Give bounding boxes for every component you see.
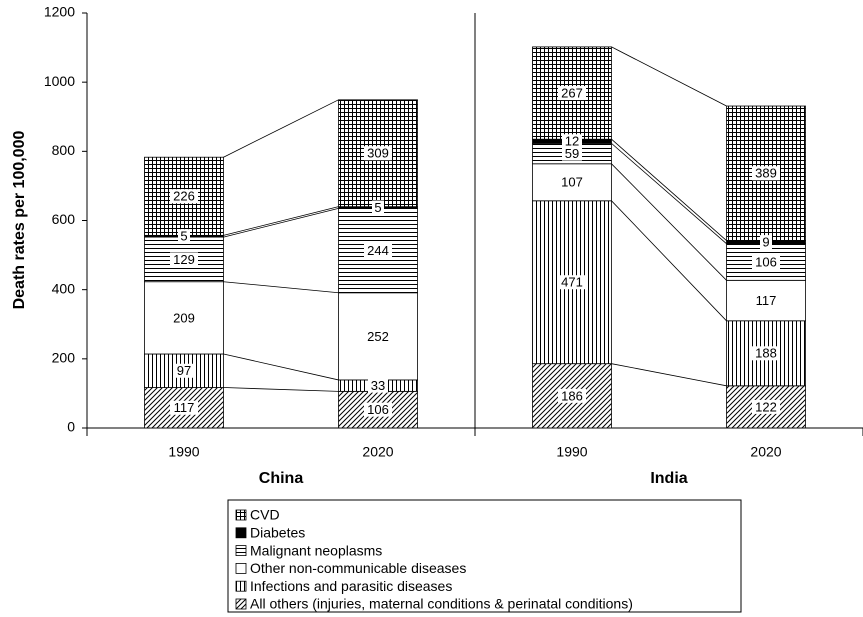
y-tick-label: 600 <box>52 211 76 227</box>
data-label: 226 <box>173 189 195 204</box>
data-label: 97 <box>177 363 191 378</box>
label-bg <box>558 275 586 290</box>
label-bg <box>752 399 780 414</box>
data-label: 9 <box>762 235 769 250</box>
legend-swatch <box>235 545 247 556</box>
legend-swatch <box>235 509 247 521</box>
label-bg <box>364 402 392 417</box>
data-label: 5 <box>374 200 381 215</box>
legend-swatch <box>235 580 247 592</box>
legend-label: CVD <box>250 507 280 523</box>
connector <box>611 138 727 241</box>
connector <box>223 208 339 238</box>
data-label: 106 <box>755 254 777 269</box>
legend-swatch <box>235 563 247 574</box>
connector <box>223 99 339 158</box>
label-bg <box>174 363 194 378</box>
y-tick-label: 0 <box>67 419 75 435</box>
label-bg <box>364 329 392 344</box>
y-tick-label: 800 <box>52 142 76 158</box>
data-label: 244 <box>367 243 389 258</box>
x-tick-label: 1990 <box>556 444 587 460</box>
legend-label: All others (injuries, maternal condition… <box>250 596 633 612</box>
label-bg <box>558 175 586 190</box>
label-bg <box>368 378 388 393</box>
data-label: 117 <box>174 400 195 415</box>
connector <box>611 163 727 281</box>
x-tick-label: 2020 <box>750 444 781 460</box>
label-bg <box>558 86 586 101</box>
label-bg <box>752 166 780 181</box>
label-bg <box>760 235 772 250</box>
label-bg <box>170 189 198 204</box>
y-tick-label: 1000 <box>44 73 75 89</box>
y-tick-label: 400 <box>52 280 76 296</box>
data-label: 122 <box>755 399 777 414</box>
legend-label: Malignant neoplasms <box>250 542 382 558</box>
label-bg <box>562 146 582 161</box>
data-label: 5 <box>180 229 187 244</box>
data-label: 12 <box>565 134 579 149</box>
label-bg <box>752 255 780 269</box>
x-tick-label: 1990 <box>168 444 199 460</box>
data-label: 106 <box>367 402 389 417</box>
data-label: 188 <box>755 346 777 361</box>
connector <box>223 353 339 381</box>
legend-label: Infections and parasitic diseases <box>250 578 452 594</box>
legend-swatch <box>235 527 247 539</box>
connector <box>611 143 727 244</box>
legend-label: Diabetes <box>250 525 305 541</box>
legend-label: Other non-communicable diseases <box>250 560 466 576</box>
data-label: 252 <box>367 329 389 344</box>
label-bg <box>752 346 780 361</box>
data-label: 186 <box>561 388 583 403</box>
y-tick-label: 200 <box>52 350 76 366</box>
data-label: 389 <box>755 166 777 181</box>
data-label: 209 <box>173 310 195 325</box>
legend-swatch <box>235 598 247 610</box>
connector <box>611 46 727 107</box>
connector <box>611 200 727 322</box>
connector <box>223 387 339 392</box>
data-label: 33 <box>371 378 385 393</box>
label-bg <box>178 229 190 244</box>
label-bg <box>170 310 198 325</box>
data-label: 129 <box>173 252 195 267</box>
label-bg <box>364 146 392 161</box>
x-tick-label: 2020 <box>362 444 393 460</box>
label-bg <box>752 293 780 308</box>
data-label: 267 <box>561 85 583 100</box>
label-bg <box>372 200 384 215</box>
label-bg <box>558 388 586 403</box>
label-bg <box>562 134 582 149</box>
connector <box>223 206 339 236</box>
label-bg <box>170 252 198 267</box>
data-label: 471 <box>561 275 583 290</box>
data-label: 309 <box>367 146 389 161</box>
data-label: 117 <box>756 293 777 308</box>
connector <box>611 363 727 387</box>
y-axis-label: Death rates per 100,000 <box>11 131 28 310</box>
group-label: China <box>259 470 304 487</box>
data-label: 59 <box>565 146 579 161</box>
label-bg <box>170 400 198 415</box>
label-bg <box>364 243 392 258</box>
legend-box <box>227 499 742 613</box>
y-tick-label: 1200 <box>44 4 75 20</box>
data-label: 107 <box>561 175 583 190</box>
connector <box>223 281 339 294</box>
group-label: India <box>650 470 687 487</box>
